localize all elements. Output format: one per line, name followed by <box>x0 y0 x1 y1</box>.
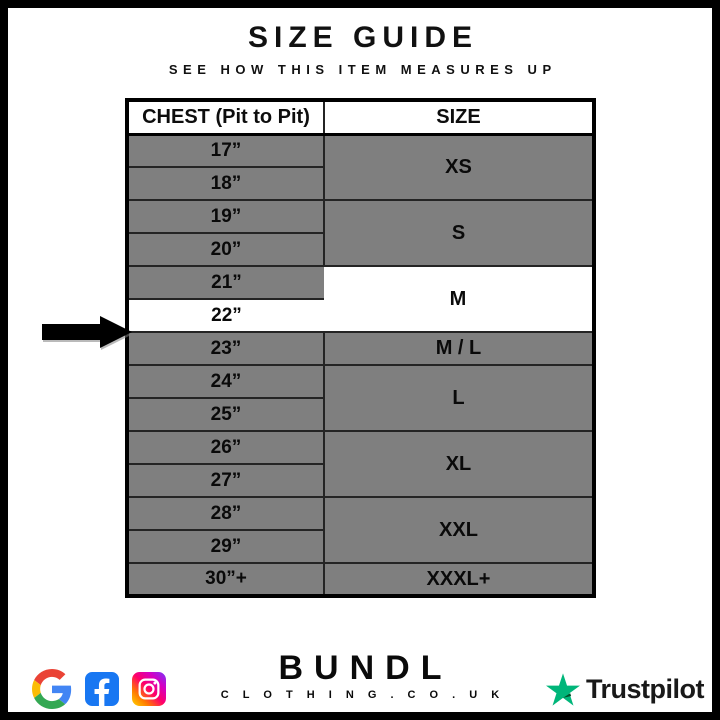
table-row: 24” L <box>126 364 595 432</box>
google-icon <box>32 669 72 709</box>
table-row: 21” M <box>126 265 595 333</box>
chest-cell-28: 28” <box>126 496 325 531</box>
chest-cell-24: 24” <box>126 364 325 399</box>
column-header-size: SIZE <box>323 99 595 136</box>
table-row: 23” M / L <box>126 331 595 366</box>
chest-cell-23: 23” <box>126 331 325 366</box>
chest-cell-21: 21” <box>126 265 324 300</box>
size-cell-xxxl: XXXL+ <box>323 562 595 597</box>
table-row: 20” <box>126 232 594 267</box>
table-row: 18” <box>126 166 594 201</box>
table-row: 29” <box>126 529 594 564</box>
table-row: 25” <box>126 397 594 432</box>
chest-cell-27: 27” <box>126 463 325 498</box>
size-cell-m-highlighted: M <box>324 265 595 333</box>
size-cell-l: L <box>323 364 595 432</box>
chest-cell-25: 25” <box>126 397 325 432</box>
row-pointer-arrow-icon <box>42 316 132 348</box>
page-title: SIZE GUIDE <box>247 21 479 54</box>
table-header-row: CHEST (Pit to Pit) SIZE <box>126 99 595 136</box>
table-row: 19” S <box>126 199 595 267</box>
brand-logo: BUNDL C L O T H I N G . C O . U K <box>8 651 712 701</box>
chest-cell-18: 18” <box>126 166 325 201</box>
table-row: 17” XS <box>126 133 595 201</box>
chest-cell-17: 17” <box>126 133 325 168</box>
chest-cell-19: 19” <box>126 199 325 234</box>
table-row: 30”+ XXXL+ <box>126 562 595 597</box>
trustpilot-wordmark: Trustpilot <box>586 673 705 704</box>
size-cell-m-l: M / L <box>323 331 595 366</box>
size-cell-s: S <box>323 199 595 267</box>
brand-name: BUNDL <box>278 649 453 687</box>
table-row: 27” <box>126 463 594 498</box>
trustpilot-star-icon <box>546 672 580 706</box>
size-cell-xl: XL <box>323 430 595 498</box>
size-cell-xxl: XXL <box>323 496 595 564</box>
trustpilot-logo: Trustpilot <box>546 669 705 709</box>
facebook-icon <box>85 672 119 706</box>
chest-cell-26: 26” <box>126 430 325 465</box>
table-row: 28” XXL <box>126 496 595 564</box>
instagram-icon <box>132 672 166 706</box>
chest-cell-20: 20” <box>126 232 325 267</box>
social-icons <box>32 668 166 710</box>
brand-domain: C L O T H I N G . C O . U K <box>220 689 505 701</box>
size-cell-xs: XS <box>323 133 595 201</box>
chest-cell-29: 29” <box>126 529 325 564</box>
chest-cell-30plus: 30”+ <box>126 562 325 597</box>
chest-cell-22-highlighted: 22” <box>126 298 324 333</box>
page-subtitle: SEE HOW THIS ITEM MEASURES UP <box>168 62 557 77</box>
table-row-highlighted: 22” <box>126 298 594 333</box>
size-table: CHEST (Pit to Pit) SIZE 17” XS 18” 19” S… <box>125 98 596 598</box>
column-header-chest: CHEST (Pit to Pit) <box>126 99 325 136</box>
table-row: 26” XL <box>126 430 595 498</box>
